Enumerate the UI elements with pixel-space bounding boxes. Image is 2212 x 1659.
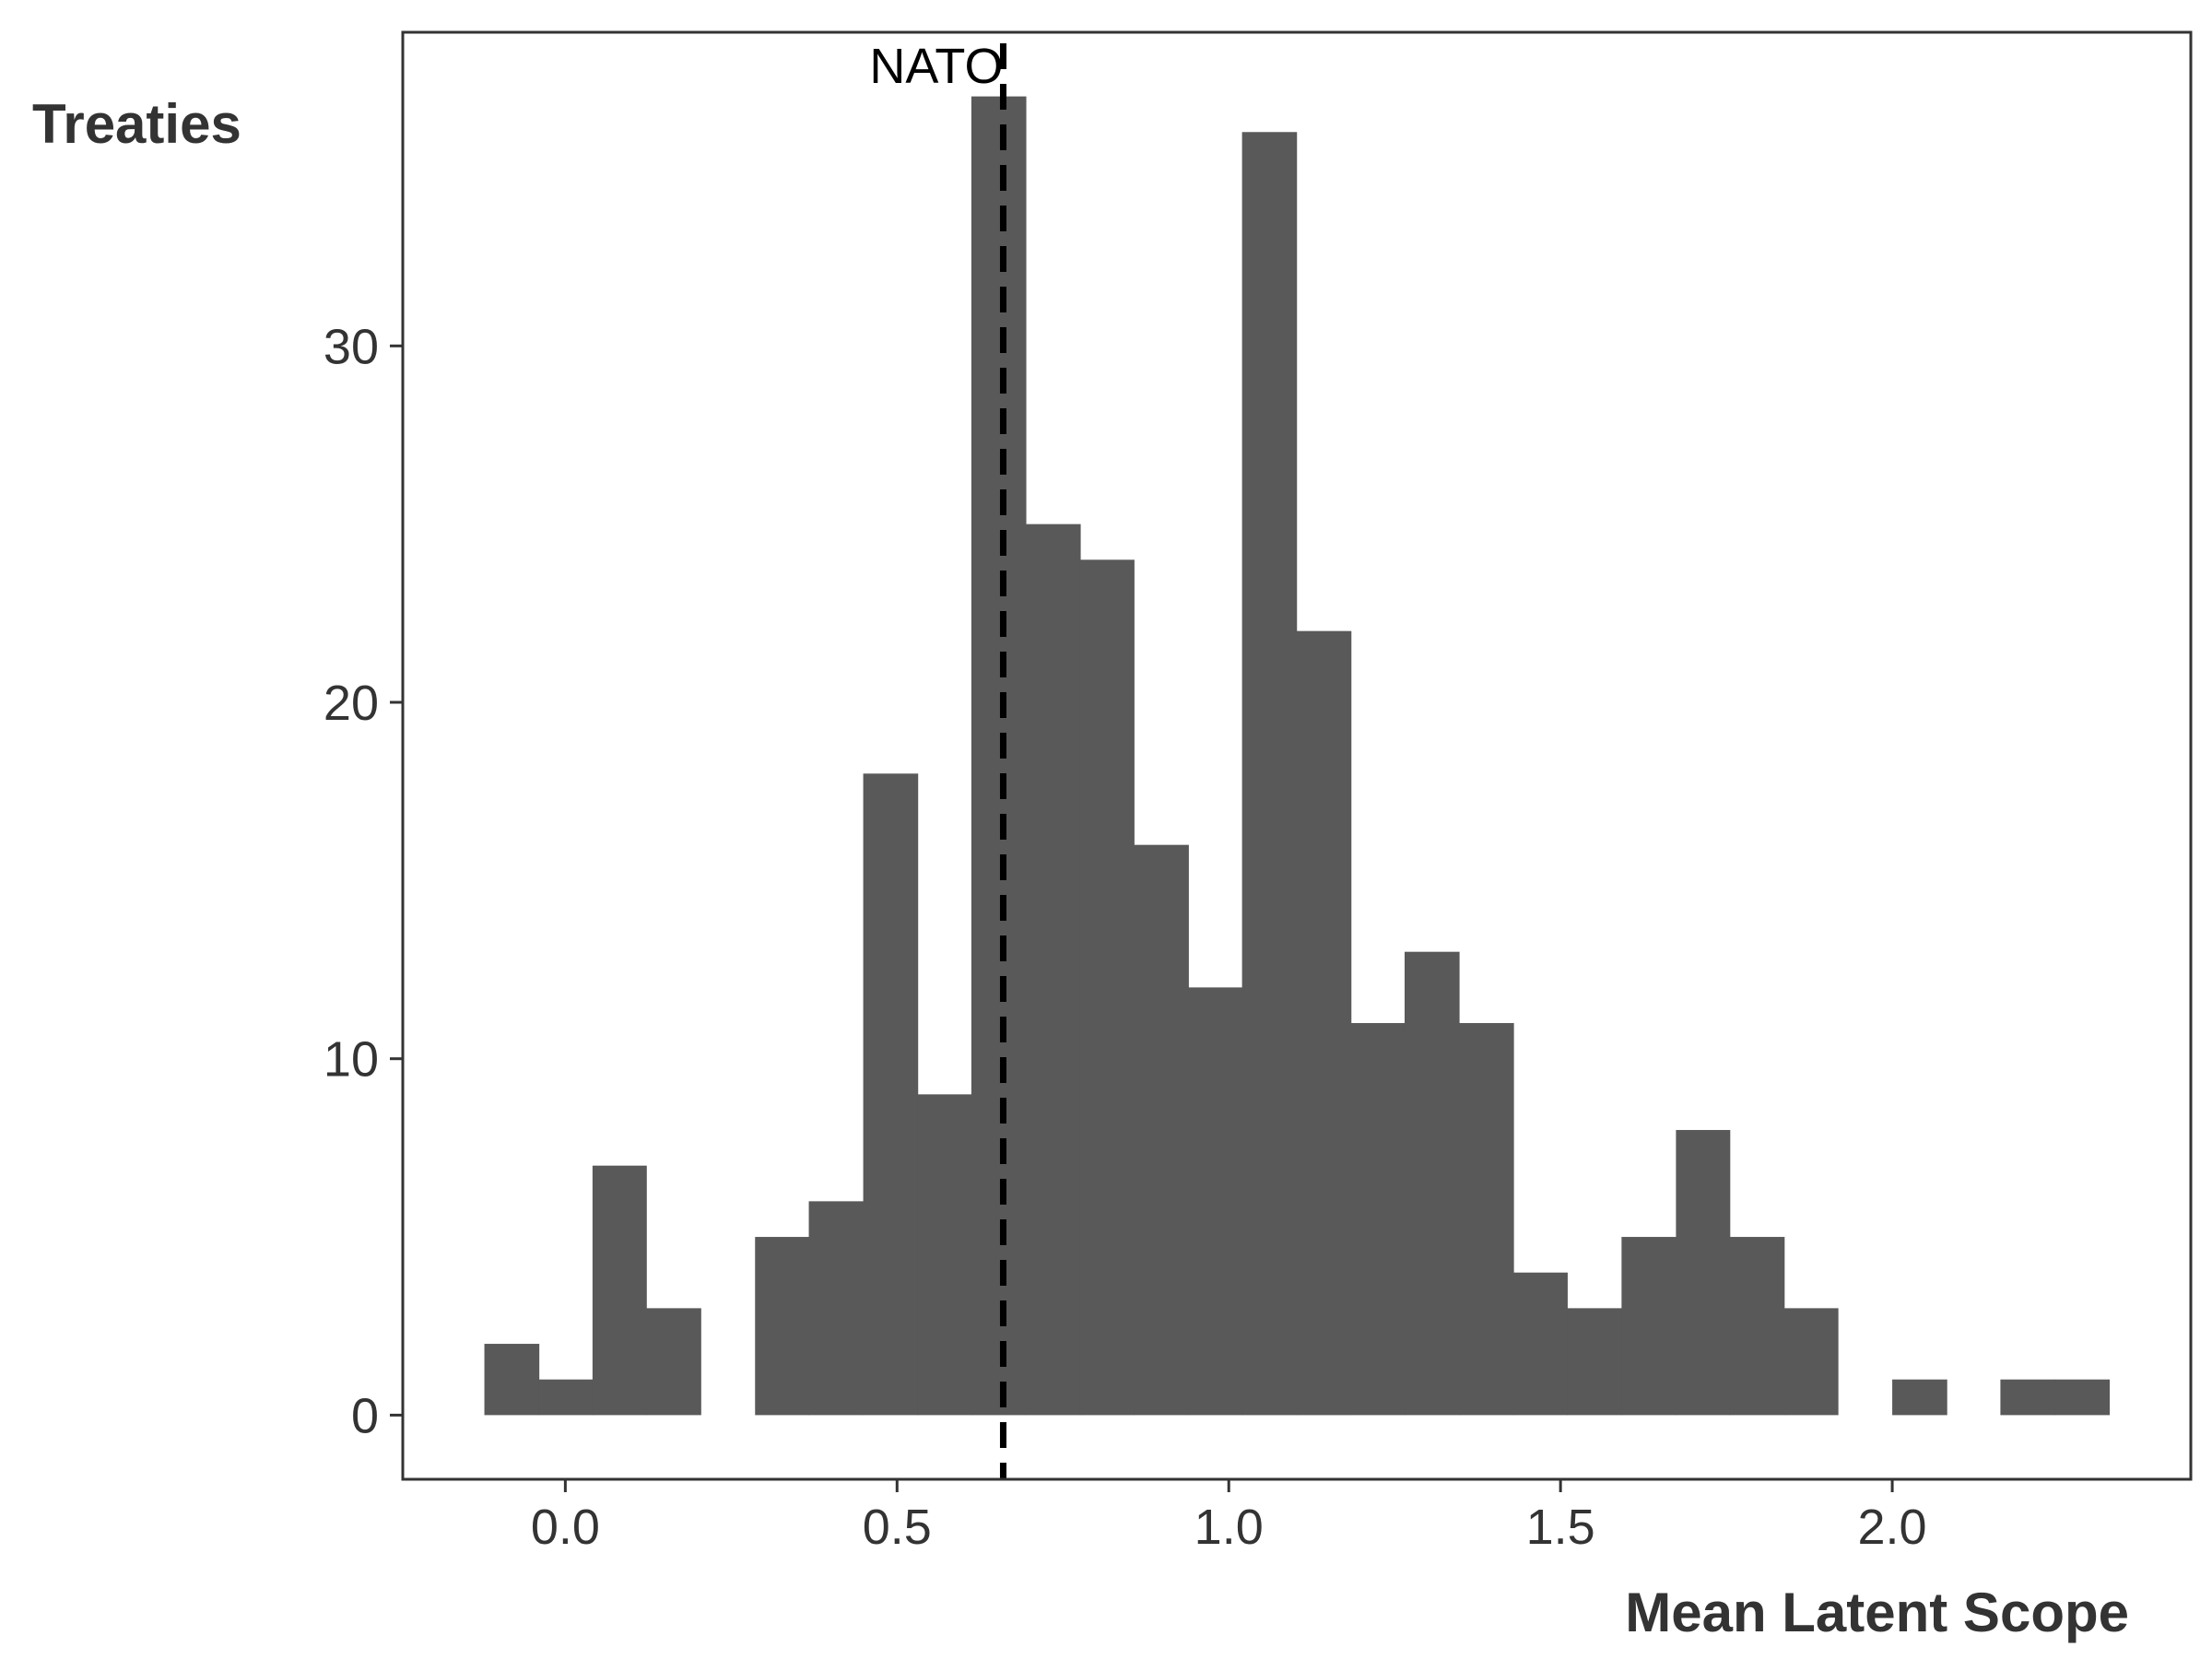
- histogram-bar: [484, 1344, 540, 1416]
- histogram-bar: [646, 1308, 701, 1416]
- histogram-bar: [2054, 1379, 2111, 1416]
- histogram-bar: [1134, 844, 1189, 1416]
- histogram-bar: [1241, 132, 1298, 1416]
- histogram-bars: [484, 96, 2111, 1416]
- histogram-bar: [1676, 1130, 1731, 1416]
- histogram-bar: [1025, 524, 1081, 1416]
- y-tick-label: 20: [324, 676, 379, 731]
- histogram-bar: [1350, 1023, 1406, 1416]
- x-tick-label: 1.5: [1526, 1500, 1595, 1555]
- x-tick-label: 0.5: [863, 1500, 932, 1555]
- x-axis-title: Mean Latent Scope: [1625, 1582, 2129, 1643]
- y-tick-label: 30: [324, 319, 379, 374]
- histogram-bar: [1783, 1308, 1839, 1416]
- y-axis-title: Treaties: [32, 93, 241, 155]
- y-axis: 0 10 20 30: [324, 319, 403, 1443]
- histogram-bar: [1296, 630, 1352, 1416]
- histogram-bar: [917, 1094, 972, 1416]
- plot-panel-border: [401, 30, 2193, 1481]
- histogram-bar: [1513, 1272, 1568, 1416]
- x-tick-label: 1.0: [1194, 1500, 1264, 1555]
- x-axis: 0.0 0.5 1.0 1.5 2.0: [531, 1479, 1927, 1555]
- histogram-bar: [755, 1237, 810, 1416]
- x-tick-label: 2.0: [1858, 1500, 1927, 1555]
- y-tick-label: 10: [324, 1032, 379, 1088]
- x-tick-label: 0.0: [531, 1500, 600, 1555]
- histogram-bar: [1459, 1023, 1514, 1416]
- histogram-bar: [971, 96, 1027, 1416]
- histogram-bar: [1621, 1237, 1677, 1416]
- histogram-bar: [1892, 1379, 1947, 1416]
- histogram-bar: [1188, 987, 1243, 1416]
- histogram-bar: [538, 1379, 594, 1416]
- histogram-bar: [808, 1201, 865, 1416]
- nato-label: NATO: [869, 39, 1003, 94]
- histogram-bar: [2000, 1379, 2056, 1416]
- histogram-bar: [1567, 1308, 1622, 1416]
- histogram-bar: [863, 773, 919, 1416]
- histogram-bar: [1404, 951, 1460, 1416]
- histogram-bar: [1729, 1237, 1785, 1416]
- y-tick-label: 0: [351, 1388, 379, 1443]
- histogram-bar: [1079, 559, 1135, 1416]
- histogram-bar: [592, 1165, 647, 1416]
